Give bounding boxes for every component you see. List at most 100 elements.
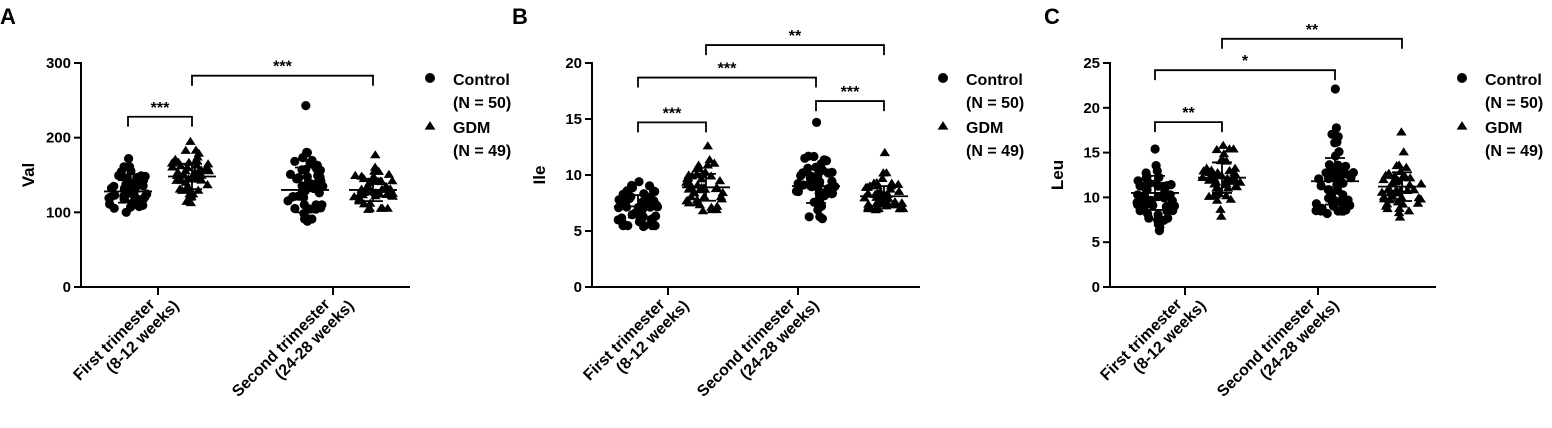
legend-marker-triangle <box>937 121 949 130</box>
x-category-label: Second trimester(24-28 weeks) <box>694 296 822 400</box>
series-gdm-second <box>349 150 398 213</box>
series-control-first <box>1131 144 1180 236</box>
data-point-gdm <box>875 187 886 196</box>
data-point-control <box>1133 190 1143 200</box>
legend-sublabel: (N = 50) <box>966 95 1024 112</box>
y-tick-label: 200 <box>46 130 71 147</box>
data-point-control <box>803 163 813 173</box>
data-point-gdm <box>1394 212 1406 221</box>
legend-label: Control <box>1485 72 1542 89</box>
y-tick-label: 10 <box>565 167 582 184</box>
data-point-gdm <box>1211 144 1222 154</box>
data-point-gdm <box>1221 191 1232 200</box>
data-point-gdm <box>1216 211 1227 220</box>
data-point-control <box>1151 161 1161 171</box>
data-point-control <box>1341 161 1351 171</box>
data-point-gdm <box>879 147 890 157</box>
data-point-control <box>827 176 837 186</box>
bracket-line <box>637 121 707 133</box>
y-tick-label: 5 <box>574 223 582 240</box>
series-gdm-first <box>166 136 216 207</box>
data-point-gdm <box>190 145 202 154</box>
legend: Control (N = 50) GDM (N = 49) <box>424 72 511 160</box>
legend-marker-circle <box>425 73 435 83</box>
significance-label: *** <box>841 84 860 101</box>
y-tick-label: 20 <box>565 55 582 72</box>
legend-marker-circle <box>1457 73 1467 83</box>
significance-label: * <box>1242 53 1249 70</box>
series-control-first <box>613 177 663 232</box>
panel-letter: A <box>0 4 16 29</box>
data-point-gdm <box>181 196 192 205</box>
y-tick-label: 300 <box>46 55 71 72</box>
significance-bracket: *** <box>191 59 374 86</box>
data-point-control <box>110 190 120 200</box>
bracket-line <box>705 44 885 56</box>
legend-sublabel: (N = 50) <box>453 95 511 112</box>
significance-label: *** <box>718 61 737 78</box>
significance-bracket: *** <box>637 61 817 88</box>
legend-label: Control <box>966 72 1023 89</box>
legend-sublabel: (N = 49) <box>966 143 1024 160</box>
data-point-gdm <box>172 167 183 176</box>
significance-label: *** <box>151 100 170 117</box>
data-point-gdm <box>364 198 376 207</box>
significance-label: ** <box>1182 105 1195 122</box>
data-point-control <box>639 189 649 199</box>
data-point-gdm <box>1408 185 1420 194</box>
data-point-control <box>124 154 134 164</box>
data-point-control <box>644 181 655 191</box>
significance-label: ** <box>789 28 802 45</box>
data-point-gdm <box>714 176 726 185</box>
data-point-gdm <box>889 197 901 206</box>
data-point-control <box>1133 176 1143 186</box>
series-control-first <box>104 154 152 217</box>
legend-sublabel: (N = 49) <box>1485 143 1543 160</box>
data-point-control <box>791 186 802 196</box>
data-point-control <box>812 117 822 127</box>
y-tick-label: 10 <box>1083 189 1100 206</box>
data-point-control <box>819 155 829 165</box>
panel-c: C 0 5 10 15 20 25 Leu First trimester(8-12 weeks… <box>1044 4 1543 401</box>
data-point-gdm <box>1397 199 1409 208</box>
data-point-control <box>109 181 119 191</box>
data-point-gdm <box>202 159 214 168</box>
significance-bracket: *** <box>815 84 885 112</box>
data-point-control <box>1311 199 1321 209</box>
data-point-gdm <box>383 169 395 178</box>
x-category-label: Second trimester(24-28 weeks) <box>229 296 357 400</box>
data-point-control <box>290 156 300 166</box>
y-axis-label: Leu <box>1048 160 1067 190</box>
data-point-control <box>1153 210 1163 220</box>
data-point-gdm <box>182 181 193 190</box>
data-point-gdm <box>862 188 874 198</box>
legend-sublabel: (N = 50) <box>1485 95 1543 112</box>
data-point-gdm <box>350 170 361 179</box>
data-point-gdm <box>1218 140 1229 149</box>
data-point-control <box>1143 209 1153 219</box>
legend-sublabel: (N = 49) <box>453 143 511 160</box>
panel-b: B 0 5 10 15 20 Ile First trimester(8-12 weeks) S… <box>512 4 1024 401</box>
data-point-gdm <box>1396 127 1407 136</box>
data-point-gdm <box>1381 199 1393 208</box>
data-point-gdm <box>380 181 392 190</box>
data-point-gdm <box>375 176 386 185</box>
legend-label: GDM <box>1485 120 1522 137</box>
y-tick-label: 25 <box>1083 55 1100 72</box>
series-control-second <box>1311 84 1359 219</box>
y-axis-label: Ile <box>530 166 549 185</box>
bracket-line <box>815 100 885 112</box>
data-point-gdm <box>886 178 897 187</box>
series-control-second <box>791 117 840 224</box>
data-point-control <box>1146 195 1156 205</box>
data-point-gdm <box>705 171 717 180</box>
data-point-gdm <box>1229 168 1240 177</box>
data-point-gdm <box>1412 198 1424 207</box>
data-point-gdm <box>704 155 715 164</box>
data-point-control <box>827 167 837 177</box>
legend-label: GDM <box>453 120 490 137</box>
data-point-gdm <box>1394 203 1405 212</box>
data-point-gdm <box>1378 174 1389 184</box>
legend-label: Control <box>453 72 510 89</box>
series-gdm-first <box>1197 140 1246 220</box>
